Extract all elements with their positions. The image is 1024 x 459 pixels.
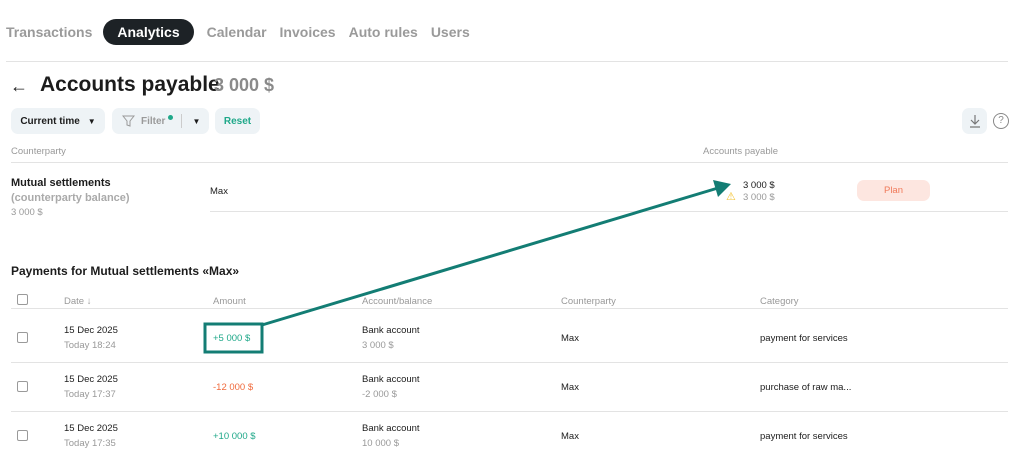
row-category: purchase of raw ma... bbox=[760, 382, 852, 393]
summary-subtitle: (counterparty balance) bbox=[11, 192, 130, 204]
plan-button[interactable]: Plan bbox=[857, 180, 930, 201]
row-time: Today 18:24 bbox=[64, 340, 116, 351]
page-title: Accounts payable bbox=[40, 73, 220, 96]
download-button[interactable] bbox=[962, 108, 987, 134]
back-arrow-icon[interactable]: ← bbox=[10, 76, 28, 96]
row-category: payment for services bbox=[760, 431, 848, 442]
row-balance: -2 000 $ bbox=[362, 389, 397, 400]
row-time: Today 17:37 bbox=[64, 389, 116, 400]
row-amount: -12 000 $ bbox=[213, 382, 254, 393]
row-balance: 10 000 $ bbox=[362, 438, 399, 449]
annotation-highlight-box bbox=[203, 322, 264, 354]
tab-analytics[interactable]: Analytics bbox=[103, 19, 194, 45]
summary-counterparty[interactable]: Max bbox=[210, 186, 228, 197]
annotation-arrow-line bbox=[261, 186, 719, 327]
filter-button[interactable]: Filter ▼ bbox=[112, 108, 209, 134]
row-category: payment for services bbox=[760, 333, 848, 344]
col-counterparty: Counterparty bbox=[11, 146, 66, 157]
row-counterparty: Max bbox=[561, 431, 579, 442]
tab-auto-rules[interactable]: Auto rules bbox=[348, 24, 418, 40]
col-counterparty: Counterparty bbox=[561, 296, 616, 307]
filter-label: Filter bbox=[141, 115, 166, 127]
tab-calendar[interactable]: Calendar bbox=[206, 24, 267, 40]
row-checkbox[interactable] bbox=[17, 332, 28, 343]
col-account: Account/balance bbox=[362, 296, 433, 307]
row-balance: 3 000 $ bbox=[362, 340, 394, 351]
tab-transactions[interactable]: Transactions bbox=[6, 24, 93, 40]
filter-icon bbox=[122, 115, 135, 127]
row-counterparty: Max bbox=[561, 382, 579, 393]
row-checkbox[interactable] bbox=[17, 381, 28, 392]
summary-planned: 3 000 $ bbox=[743, 192, 775, 203]
summary-balance: 3 000 $ bbox=[11, 207, 43, 218]
nav-tabs: Transactions Analytics Calendar Invoices… bbox=[6, 19, 483, 45]
row-counterparty: Max bbox=[561, 333, 579, 344]
payments-heading: Payments for Mutual settlements «Max» bbox=[11, 264, 240, 278]
warning-icon: ⚠ bbox=[726, 191, 736, 203]
row-amount: +5 000 $ bbox=[213, 333, 251, 344]
caret-down-icon[interactable]: ▼ bbox=[192, 116, 201, 126]
select-all-checkbox[interactable] bbox=[17, 294, 28, 305]
caret-down-icon: ▼ bbox=[87, 116, 96, 126]
period-dropdown[interactable]: Current time ▼ bbox=[11, 108, 105, 134]
summary-amount: 3 000 $ bbox=[743, 180, 775, 191]
tab-users[interactable]: Users bbox=[430, 24, 470, 40]
row-account: Bank account bbox=[362, 374, 420, 385]
tab-invoices[interactable]: Invoices bbox=[279, 24, 336, 40]
row-date: 15 Dec 2025 bbox=[64, 374, 118, 385]
summary-title: Mutual settlements bbox=[11, 177, 111, 189]
reset-button[interactable]: Reset bbox=[215, 108, 260, 134]
col-amount: Amount bbox=[213, 296, 246, 307]
row-account: Bank account bbox=[362, 325, 420, 336]
row-time: Today 17:35 bbox=[64, 438, 116, 449]
row-account: Bank account bbox=[362, 423, 420, 434]
help-icon[interactable]: ? bbox=[993, 113, 1009, 129]
col-date[interactable]: Date ↓ bbox=[64, 296, 92, 307]
row-amount: +10 000 $ bbox=[213, 431, 256, 442]
period-label: Current time bbox=[20, 115, 80, 127]
row-date: 15 Dec 2025 bbox=[64, 325, 118, 336]
row-checkbox[interactable] bbox=[17, 430, 28, 441]
download-icon bbox=[969, 115, 980, 128]
filter-active-dot bbox=[168, 114, 174, 120]
annotation-arrowhead bbox=[713, 180, 731, 197]
row-date: 15 Dec 2025 bbox=[64, 423, 118, 434]
page-total: 3 000 $ bbox=[214, 75, 275, 95]
col-accounts-payable: Accounts payable bbox=[703, 146, 778, 157]
divider bbox=[6, 61, 1008, 62]
col-category: Category bbox=[760, 296, 799, 307]
sort-down-icon: ↓ bbox=[86, 296, 92, 307]
